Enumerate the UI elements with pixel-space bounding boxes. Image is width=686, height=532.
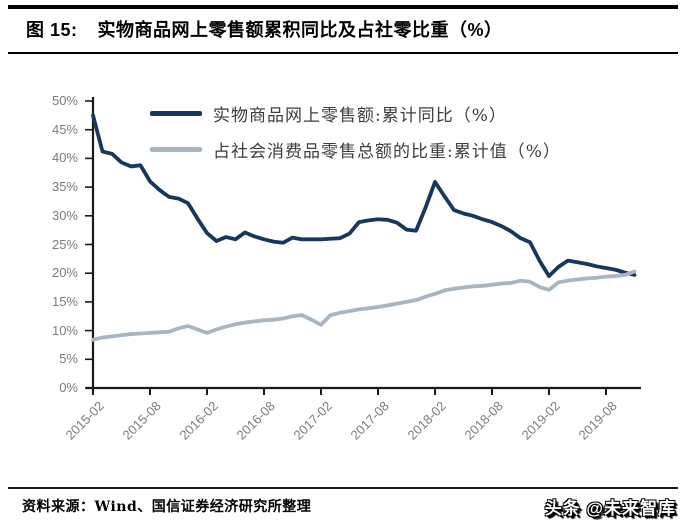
legend-line-swatch-dark	[150, 110, 202, 116]
y-tick-label: 20%	[51, 265, 78, 281]
title-underline-rule	[8, 52, 678, 54]
y-tick-label: 35%	[51, 179, 78, 195]
legend-label: 占社会消费品零售总额的比重:累计值（%）	[213, 141, 561, 162]
y-tick-label: 40%	[51, 150, 78, 166]
legend-item-online-retail-yoy: 实物商品网上零售额:累计同比（%）	[150, 102, 561, 126]
y-tick-label: 5%	[59, 351, 78, 367]
legend-line-swatch-light	[150, 146, 202, 152]
watermark-toutiao: 头条 @未来智库	[544, 499, 676, 518]
y-tick-label: 30%	[51, 207, 78, 223]
series-line-0	[91, 113, 637, 278]
source-note: 资料来源：Wind、国信证券经济研究所整理	[22, 499, 312, 515]
legend-label: 实物商品网上零售额:累计同比（%）	[213, 105, 507, 126]
y-tick-label: 50%	[51, 93, 78, 108]
y-tick-label: 0%	[59, 380, 78, 395]
figure-title: 图 15: 实物商品网上零售额累积同比及占社零比重（%）	[26, 16, 503, 42]
chart-legend: 实物商品网上零售额:累计同比（%） 占社会消费品零售总额的比重:累计值（%）	[150, 102, 561, 162]
series-line-1	[91, 269, 637, 342]
y-tick-label: 15%	[51, 293, 78, 309]
legend-item-share-of-retail: 占社会消费品零售总额的比重:累计值（%）	[150, 138, 561, 162]
figure-number: 图 15:	[26, 20, 78, 40]
y-tick-label: 25%	[51, 236, 78, 252]
y-tick-label: 10%	[51, 322, 78, 338]
y-tick-label: 45%	[51, 121, 78, 137]
top-rule	[8, 5, 678, 9]
figure-title-text: 实物商品网上零售额累积同比及占社零比重（%）	[97, 20, 503, 40]
footer-rule	[8, 487, 678, 489]
